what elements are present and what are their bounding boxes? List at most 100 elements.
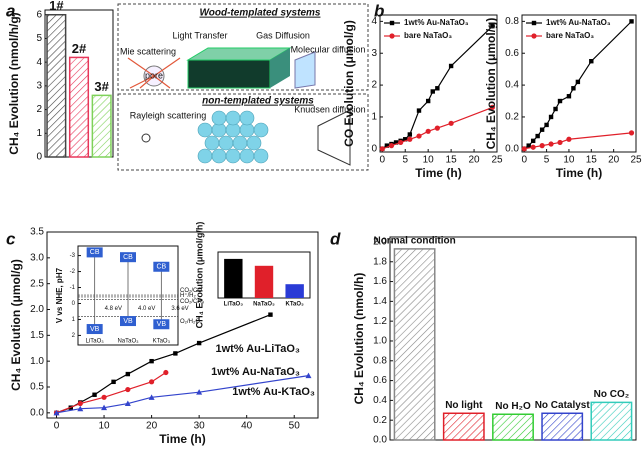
non-templated-box <box>117 93 369 171</box>
series-line <box>56 372 167 414</box>
y-tick-label: 0.8 <box>373 355 387 366</box>
bar <box>91 94 112 158</box>
legend-label: bare NaTaO₃ <box>546 31 594 40</box>
marker <box>384 143 390 148</box>
y-tick-label: -1 <box>70 285 76 291</box>
annotation: Light Transfer <box>172 30 227 40</box>
legend-label: 1wt% Au-NaTaO₃ <box>546 18 611 27</box>
bar <box>254 265 274 298</box>
y-tick-label: 0 <box>72 301 76 307</box>
marker <box>544 122 549 128</box>
x-tick-label: 0 <box>54 421 60 432</box>
annotation: Molecular diffusion <box>291 44 366 54</box>
y-tick-label: 3 <box>36 81 42 92</box>
knudsen-channel <box>317 109 351 166</box>
marker <box>430 89 435 94</box>
x-tick-label: 25 <box>630 155 642 166</box>
y-tick-label: 0.2 <box>373 415 387 426</box>
legend-marker <box>389 33 395 39</box>
marker <box>566 94 572 99</box>
plot-frame <box>379 14 498 153</box>
x-tick-label: 25 <box>491 155 503 166</box>
material-label: KTaO₃ <box>153 339 171 345</box>
marker <box>101 404 108 411</box>
marker <box>416 133 422 139</box>
category-label: No light <box>445 400 483 411</box>
y-tick-label: 0.0 <box>30 407 44 418</box>
marker <box>163 369 169 376</box>
marker <box>125 371 131 377</box>
category-label: No CO₂ <box>594 389 630 400</box>
annotation: Mie scattering <box>120 46 176 56</box>
marker <box>435 86 440 91</box>
x-tick-label: 20 <box>468 155 480 166</box>
x-tick-label: 15 <box>446 155 458 166</box>
plot-frame <box>77 245 179 346</box>
y-tick-label: 6 <box>36 9 42 20</box>
x-tick-label: 40 <box>241 421 253 432</box>
cb-label: CB <box>123 254 133 261</box>
y-tick-label: 3 <box>371 48 377 59</box>
annotation: Wood-templated systems <box>200 8 321 19</box>
y-tick-label: 0.4 <box>373 395 387 406</box>
bar <box>46 13 67 158</box>
y-tick-label: -3 <box>70 253 76 259</box>
y-tick-label: 2 <box>72 333 76 339</box>
marker <box>557 98 563 104</box>
y-tick-label: 3.5 <box>30 227 44 238</box>
bar <box>285 284 304 298</box>
annotation: Knudsen diffusion <box>294 104 365 114</box>
plot-frame <box>46 231 319 419</box>
wood-box <box>117 3 369 91</box>
x-tick-label: 5 <box>402 155 408 166</box>
legend-label: 1wt% Au-NaTaO₃ <box>404 18 469 27</box>
x-tick-label: 10 <box>423 155 435 166</box>
y-tick-label: 0 <box>36 152 42 163</box>
y-tick-label: -2 <box>70 269 76 275</box>
y-tick-label: 2.5 <box>30 278 44 289</box>
marker <box>539 127 545 132</box>
panel-letter: b <box>374 1 384 20</box>
gap-label: 3.6 eV <box>171 306 188 312</box>
y-tick-label: 1.2 <box>373 316 387 327</box>
y-tick-label: 0.6 <box>505 48 519 59</box>
vb-box <box>86 324 103 335</box>
bar <box>68 56 90 158</box>
marker <box>548 114 554 120</box>
y-tick-label: 4 <box>371 16 377 27</box>
scatter-rays <box>127 57 181 89</box>
spheres <box>197 110 269 164</box>
cb-box <box>153 261 170 272</box>
marker <box>403 137 408 142</box>
y-tick-label: 1 <box>72 317 76 323</box>
marker <box>548 141 554 147</box>
series-label: 1wt% Au-LiTaO₃ <box>215 343 300 355</box>
category-label: No H₂O <box>495 401 531 412</box>
marker <box>490 23 495 29</box>
y-tick-label: 3.0 <box>30 252 44 263</box>
bar <box>442 412 485 441</box>
y-tick-label: 1.4 <box>373 296 387 307</box>
y-axis-label: CH₄ Evolution (μmol/g) <box>9 259 23 391</box>
marker <box>124 400 131 407</box>
panel-letter: a <box>6 1 15 20</box>
y-tick-label: 1 <box>371 112 377 123</box>
annotation: Rayleigh scattering <box>130 110 207 120</box>
marker <box>148 394 155 400</box>
annotation: Gas Diffusion <box>256 30 310 40</box>
x-axis-label: Time (h) <box>556 166 602 180</box>
bar <box>224 258 243 298</box>
marker <box>553 106 558 112</box>
marker <box>628 130 635 136</box>
marker <box>416 108 422 113</box>
series-label: 1wt% Au-NaTaO₃ <box>211 366 300 378</box>
category-label: 1# <box>49 0 64 13</box>
y-axis-label: CO Evolution (μmol/g) <box>342 20 356 147</box>
marker <box>557 139 563 146</box>
x-tick-label: 30 <box>194 421 206 432</box>
block-front <box>187 59 271 89</box>
redox-label: H⁺/H₂ <box>180 292 197 299</box>
y-axis-label: CH₄ Evolution (nmol/h/g) <box>7 12 21 154</box>
x-tick-label: 10 <box>563 155 575 166</box>
marker <box>148 379 155 385</box>
